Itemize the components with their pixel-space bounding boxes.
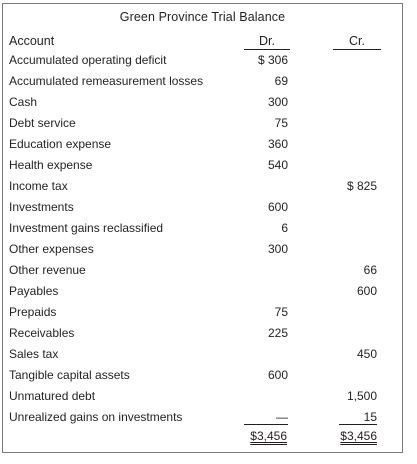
table-row: Cash 300 [3,91,402,112]
table-row: Investment gains reclassified 6 [3,217,402,238]
credit-amount: 600 [356,284,377,298]
account-name: Unmatured debt [9,389,96,403]
debit-amount: 69 [274,74,288,88]
credit-amount: 66 [363,263,377,277]
debit-amount: 600 [267,368,288,382]
account-name: Other expenses [9,242,94,256]
account-name: Health expense [9,158,93,172]
table-row: Tangible capital assets 600 [3,364,402,385]
table-row: Debt service 75 [3,112,402,133]
table-row: Unrealized gains on investments — 15 [3,406,402,427]
credit-amount: 450 [356,347,377,361]
account-name: Tangible capital assets [9,368,130,382]
account-name: Accumulated operating deficit [9,53,167,67]
debit-amount: 6 [281,221,288,235]
table-body: Accumulated operating deficit $ 306 Accumu… [3,49,402,427]
account-name: Prepaids [9,305,57,319]
account-name: Accumulated remeasurement losses [9,74,204,88]
debit-amount: — [244,410,288,425]
credit-total: $3,456 [340,429,377,443]
table-row: Sales tax 450 [3,343,402,364]
table-row: Accumulated operating deficit $ 306 [3,49,402,70]
credit-amount: $ 825 [346,179,377,193]
account-name: Receivables [9,326,75,340]
credit-amount: 1,500 [346,389,377,403]
table-row: Receivables 225 [3,322,402,343]
debit-amount: 600 [267,200,288,214]
table-row: Investments 600 [3,196,402,217]
account-name: Investment gains reclassified [9,221,164,235]
account-name: Debt service [9,116,76,130]
debit-amount: 540 [267,158,288,172]
account-name: Income tax [9,179,68,193]
account-name: Investments [9,200,74,214]
account-name: Other revenue [9,263,86,277]
debit-amount: 75 [274,305,288,319]
credit-amount: 15 [339,410,377,425]
debit-amount: 75 [274,116,288,130]
trial-balance-table: Green Province Trial Balance Account Dr.… [2,3,403,453]
totals-row: $3,456 $3,456 [3,427,402,449]
debit-amount: $ 306 [257,53,288,67]
account-name: Education expense [9,137,112,151]
table-row: Health expense 540 [3,154,402,175]
table-header: Account Dr. Cr. [3,32,402,52]
account-name: Cash [9,95,38,109]
account-name: Payables [9,284,59,298]
table-row: Education expense 360 [3,133,402,154]
debit-total: $3,456 [250,429,287,443]
table-row: Prepaids 75 [3,301,402,322]
credit-column-header: Cr. [333,34,381,50]
table-row: Accumulated remeasurement losses 69 [3,70,402,91]
table-row: Payables 600 [3,280,402,301]
table-row: Unmatured debt 1,500 [3,385,402,406]
table-row: Other revenue 66 [3,259,402,280]
account-name: Sales tax [9,347,59,361]
account-column-header: Account [9,34,55,48]
table-row: Income tax $ 825 [3,175,402,196]
debit-amount: 360 [267,137,288,151]
table-row: Other expenses 300 [3,238,402,259]
debit-column-header: Dr. [244,34,290,50]
account-name: Unrealized gains on investments [9,410,183,424]
table-title: Green Province Trial Balance [119,10,286,24]
debit-amount: 300 [267,242,288,256]
debit-amount: 300 [267,95,288,109]
debit-amount: 225 [267,326,288,340]
